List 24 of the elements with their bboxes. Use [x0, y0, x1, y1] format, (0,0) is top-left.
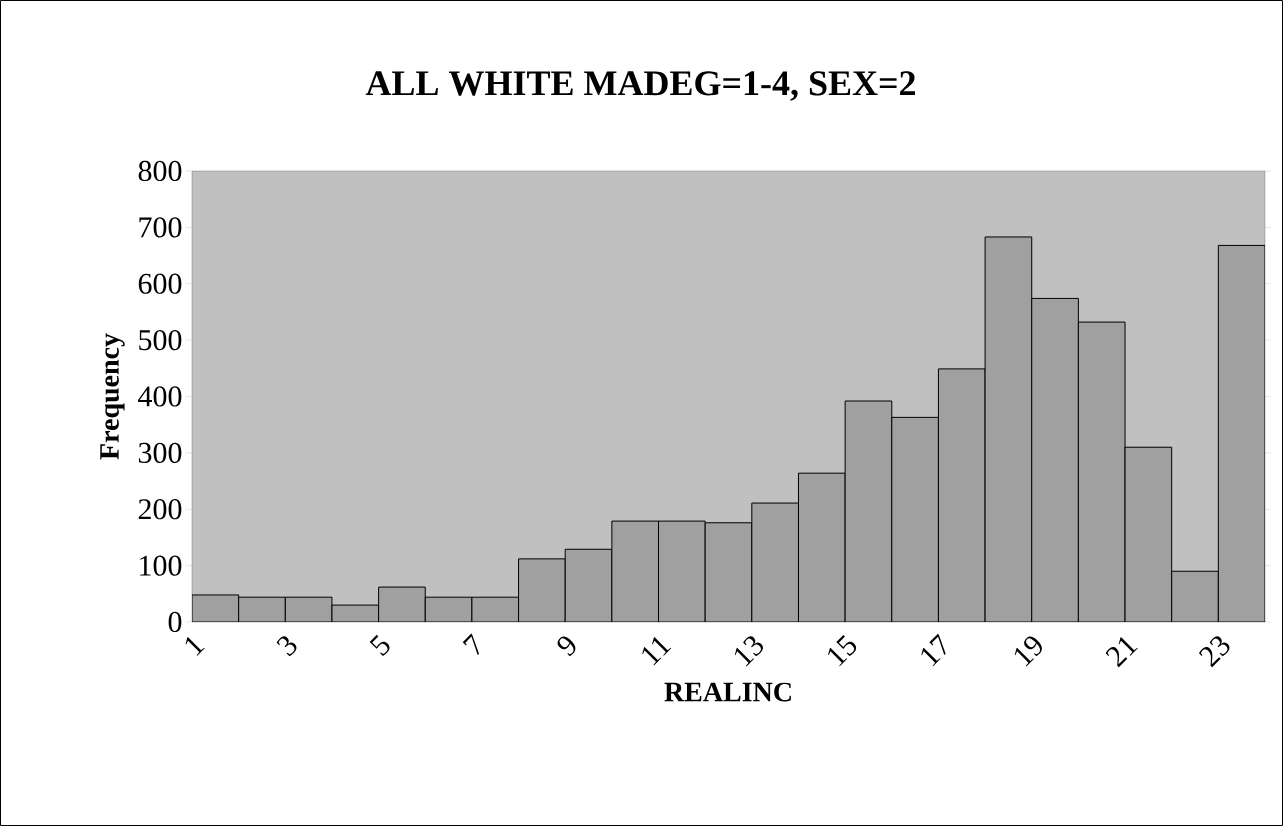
y-tick-label: 800 [138, 160, 182, 182]
x-tick-label: 17 [921, 633, 946, 667]
y-tick-label: 700 [139, 217, 182, 238]
y-tick-label: 300 [138, 442, 182, 463]
x-tick-label: 19 [1014, 636, 1042, 667]
y-tick-label: 500 [139, 330, 182, 351]
x-tick-label: 15 [828, 634, 857, 667]
x-tick-label: 5 [369, 634, 390, 656]
x-axis-title: REALINC [664, 682, 791, 702]
x-tick-label: 7 [462, 633, 479, 656]
y-tick-label: 0 [168, 611, 182, 633]
y-tick-label: 100 [140, 555, 182, 576]
y-tick-label: 200 [138, 499, 182, 520]
y-tick-label: 400 [138, 386, 182, 407]
x-tick-label: 11 [642, 637, 672, 666]
x-tick-label: 23 [1198, 636, 1230, 668]
chart-title: ALL WHITE MADEG=1-4, SEX=2 [365, 71, 915, 101]
x-tick-label: 3 [276, 636, 297, 657]
x-tick-label: 21 [1105, 637, 1138, 668]
y-axis-title: Frequency [100, 333, 125, 460]
x-tick-label: 13 [734, 636, 763, 667]
y-tick-label: 600 [138, 273, 182, 294]
x-tick-label: 9 [557, 636, 576, 657]
x-tick-label: 1 [185, 637, 205, 656]
